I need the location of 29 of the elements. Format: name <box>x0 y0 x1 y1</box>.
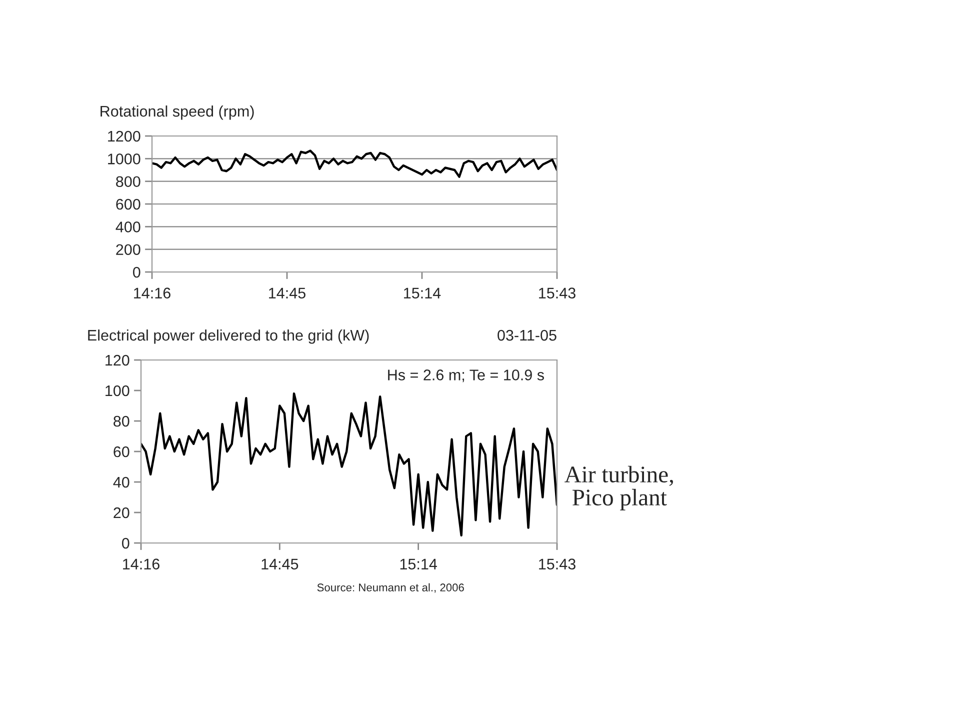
y-tick-label: 120 <box>106 354 130 366</box>
x-tick-label: 15:43 <box>539 558 576 570</box>
y-axis-title: Electrical power delivered to the grid (kW) <box>88 329 369 344</box>
text: Air turbine, Pico plant <box>564 466 673 510</box>
y-tick-label: 0 <box>122 538 130 549</box>
x-tick-label: 14:45 <box>269 288 306 298</box>
y-tick-label: 600 <box>116 198 140 210</box>
y-tick-label: 100 <box>106 385 130 396</box>
y-tick-label: 400 <box>116 222 140 232</box>
y-axis-title: Rotational speed (rpm) <box>100 105 254 120</box>
annotation: Hs = 2.6 m; Te = 10.9 s <box>388 370 544 382</box>
y-tick-label: 40 <box>113 476 130 488</box>
y-tick-label: 200 <box>116 244 140 256</box>
y-tick-label: 0 <box>132 266 140 278</box>
y-tick-label: 800 <box>116 176 140 188</box>
x-tick-label: 14:16 <box>134 288 170 298</box>
y-tick-label: 1200 <box>108 130 140 142</box>
chart-subtitle: 03-11-05 <box>498 330 556 341</box>
x-tick-label: 15:14 <box>400 558 437 570</box>
source-note: Source: Neumann et al., 2006 <box>317 583 464 593</box>
x-tick-label: 15:14 <box>404 288 441 298</box>
y-tick-label: 80 <box>114 416 130 427</box>
y-tick-label: 20 <box>114 507 130 518</box>
line-series <box>141 392 557 536</box>
x-tick-label: 14:45 <box>262 558 298 570</box>
y-tick-label: 1000 <box>108 154 140 164</box>
x-tick-label: 14:16 <box>123 558 160 570</box>
y-tick-label: 60 <box>114 446 130 458</box>
x-tick-label: 15:43 <box>539 288 576 298</box>
